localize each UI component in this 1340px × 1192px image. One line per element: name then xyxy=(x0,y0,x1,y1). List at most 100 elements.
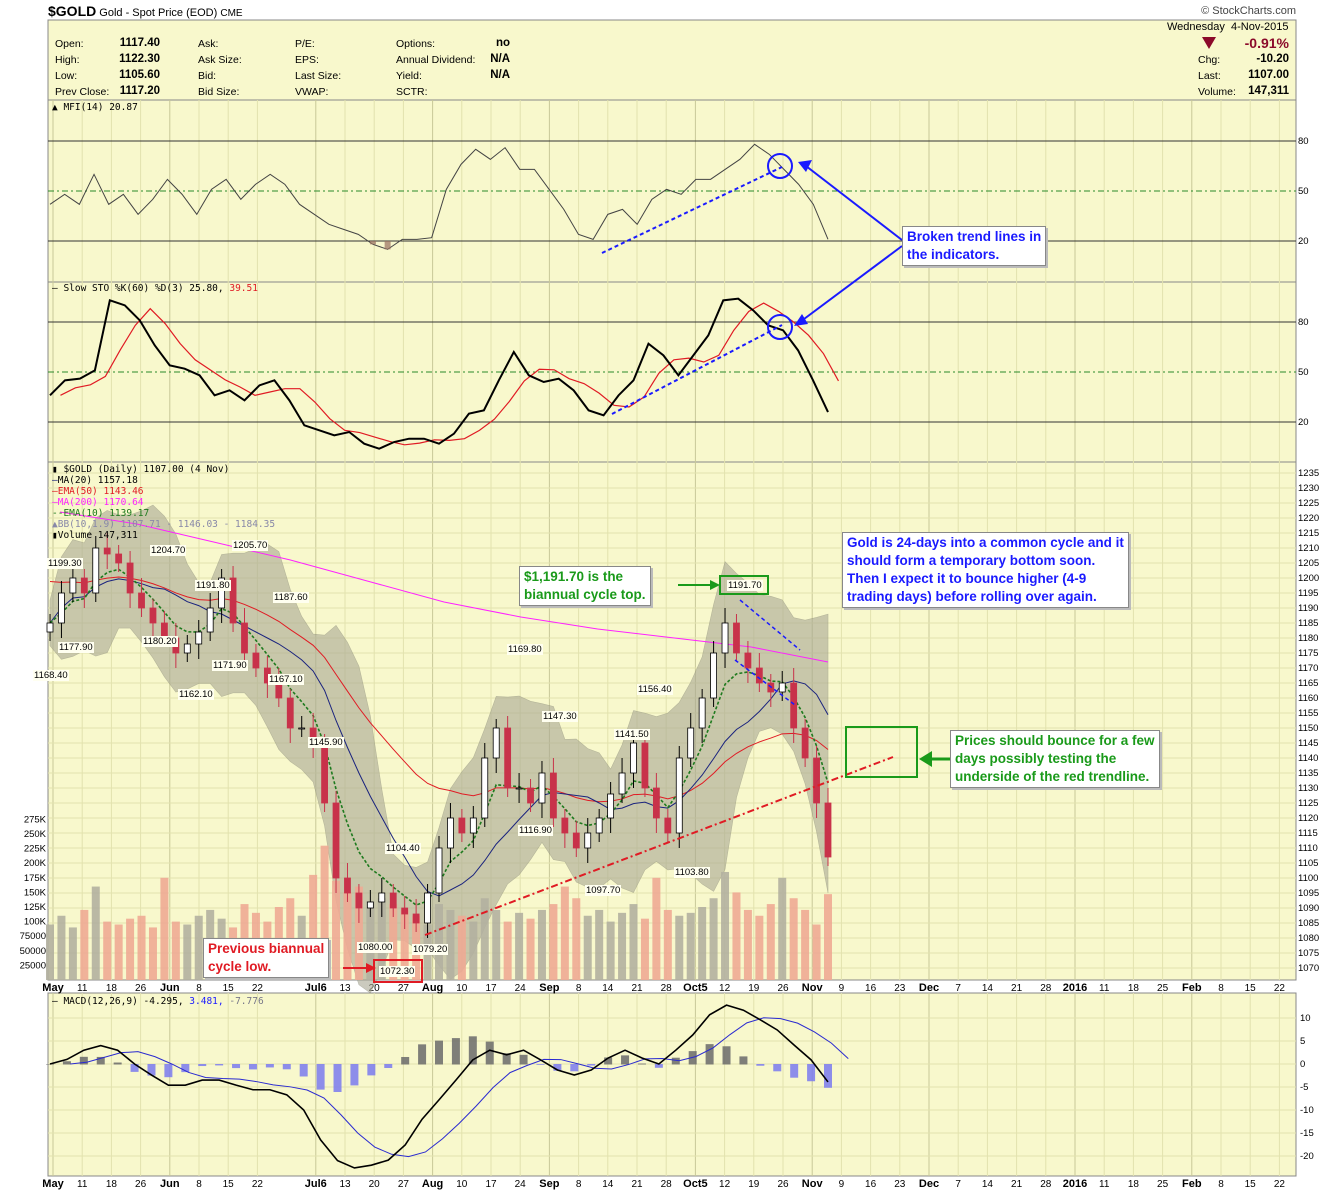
volume-bar xyxy=(332,880,341,980)
red-support-trendline xyxy=(424,756,894,936)
field-label: High: xyxy=(55,54,80,66)
macd-histogram-bar xyxy=(299,1064,308,1077)
field-label: SCTR: xyxy=(396,86,428,98)
x-tick-label: 8 xyxy=(196,983,202,994)
quote-date-value: 4-Nov-2015 xyxy=(1231,21,1289,33)
mfi-level-label: 80 xyxy=(1298,136,1309,147)
macd-histogram-bar xyxy=(654,1064,663,1068)
price-tick-label: 1105 xyxy=(1298,858,1318,869)
volume-bar xyxy=(560,886,569,980)
volume-bar xyxy=(789,898,798,980)
candle-body xyxy=(401,907,409,915)
macd-histogram-bar xyxy=(265,1064,274,1068)
x-tick-label: Jun xyxy=(160,982,180,994)
x-tick-label: 16 xyxy=(865,983,877,994)
candle-body xyxy=(103,547,111,555)
price-tick-label: 1205 xyxy=(1298,558,1319,569)
price-label: 1180.20 xyxy=(142,636,178,647)
note-cycle-top: $1,191.70 is the biannual cycle top. xyxy=(519,566,651,606)
x-tick-label: 13 xyxy=(339,1179,351,1190)
x-tick-label: 28 xyxy=(1040,1179,1052,1190)
macd-histogram-bar xyxy=(62,1061,71,1065)
macd-histogram-bar xyxy=(147,1064,156,1076)
macd-histogram-bar xyxy=(198,1064,207,1067)
macd-histogram-bar xyxy=(248,1064,257,1070)
volume-tick-label: 275K xyxy=(24,814,47,825)
candle-body xyxy=(424,892,431,924)
volume-bar xyxy=(103,921,112,980)
price-tick-label: 1195 xyxy=(1298,588,1318,599)
x-tick-label: 11 xyxy=(1099,1179,1110,1190)
volume-bar xyxy=(732,892,741,980)
field-label: Annual Dividend: xyxy=(396,54,476,66)
price-tick-label: 1220 xyxy=(1298,513,1319,524)
macd-histogram-bar xyxy=(451,1038,460,1065)
macd-histogram-bar xyxy=(401,1056,410,1065)
x-tick-label: 19 xyxy=(748,983,760,994)
x-tick-label: 18 xyxy=(1128,1179,1140,1190)
volume-bar xyxy=(320,845,329,980)
price-tick-label: 1140 xyxy=(1298,753,1318,764)
x-tick-label: Jul6 xyxy=(305,982,327,994)
volume-bar xyxy=(183,924,192,980)
candle-body xyxy=(561,817,569,834)
volume-bar xyxy=(469,921,478,980)
cycle-low-box xyxy=(373,959,423,983)
volume-tick-label: 150K xyxy=(24,887,47,898)
candle-body xyxy=(366,901,374,909)
candle-body xyxy=(447,817,454,849)
chg-label: Chg: xyxy=(1198,54,1221,66)
price-label: 1097.70 xyxy=(585,885,622,896)
x-tick-label: 18 xyxy=(106,983,118,994)
price-label: 1141.50 xyxy=(614,729,650,740)
price-label: 1080.00 xyxy=(357,942,394,953)
candle-body xyxy=(275,682,283,699)
volume-bar xyxy=(57,915,66,980)
field-value: 1122.30 xyxy=(119,53,160,65)
volume-bar xyxy=(629,904,638,980)
candle-body xyxy=(515,787,523,790)
sto-k-level-label: 50 xyxy=(1298,367,1309,378)
candle-body xyxy=(69,577,77,594)
note-bounce: Prices should bounce for a few days poss… xyxy=(950,730,1160,788)
candle-body xyxy=(229,577,237,624)
x-tick-label: 21 xyxy=(1011,1179,1023,1190)
macd-histogram-bar xyxy=(705,1044,714,1065)
field-label: Last Size: xyxy=(295,70,342,82)
x-tick-label: 8 xyxy=(1218,983,1224,994)
candle-body xyxy=(550,772,557,819)
volume-bar xyxy=(812,924,821,980)
mfi-line xyxy=(49,143,829,250)
candle-body xyxy=(675,757,683,834)
x-tick-label: 8 xyxy=(576,1179,582,1190)
volume-tick-label: 75000 xyxy=(20,931,46,942)
pct-change: -0.91% xyxy=(1244,35,1289,51)
price-tick-label: 1170 xyxy=(1298,663,1318,674)
x-tick-label: 8 xyxy=(576,983,582,994)
price-label: 1204.70 xyxy=(150,545,187,556)
volume-legend: ▮Volume 147,311 xyxy=(52,530,138,541)
last-label: Last: xyxy=(1198,70,1221,82)
macd-tick-label: -20 xyxy=(1300,1151,1314,1162)
sto-k-line xyxy=(49,297,829,450)
macd-histogram-bar xyxy=(113,1062,122,1065)
candle-body xyxy=(206,607,214,633)
x-tick-label: 21 xyxy=(631,1179,643,1190)
symbol: $GOLD xyxy=(48,3,97,19)
x-tick-label: 22 xyxy=(1274,1179,1286,1190)
price-tick-label: 1230 xyxy=(1298,483,1319,494)
macd-histogram-bar xyxy=(418,1044,427,1065)
candle-body xyxy=(332,802,340,879)
price-tick-label: 1210 xyxy=(1298,543,1319,554)
volume-bar xyxy=(766,904,775,980)
macd-histogram-bar xyxy=(333,1064,342,1093)
price-tick-label: 1155 xyxy=(1298,708,1318,719)
candle-body xyxy=(92,547,100,594)
candle-body xyxy=(126,562,134,594)
candle-body xyxy=(469,817,477,834)
x-tick-label: May xyxy=(42,982,64,994)
volume-bar xyxy=(537,909,546,980)
volume-tick-label: 125K xyxy=(24,902,47,913)
x-tick-label: Sep xyxy=(539,982,559,994)
